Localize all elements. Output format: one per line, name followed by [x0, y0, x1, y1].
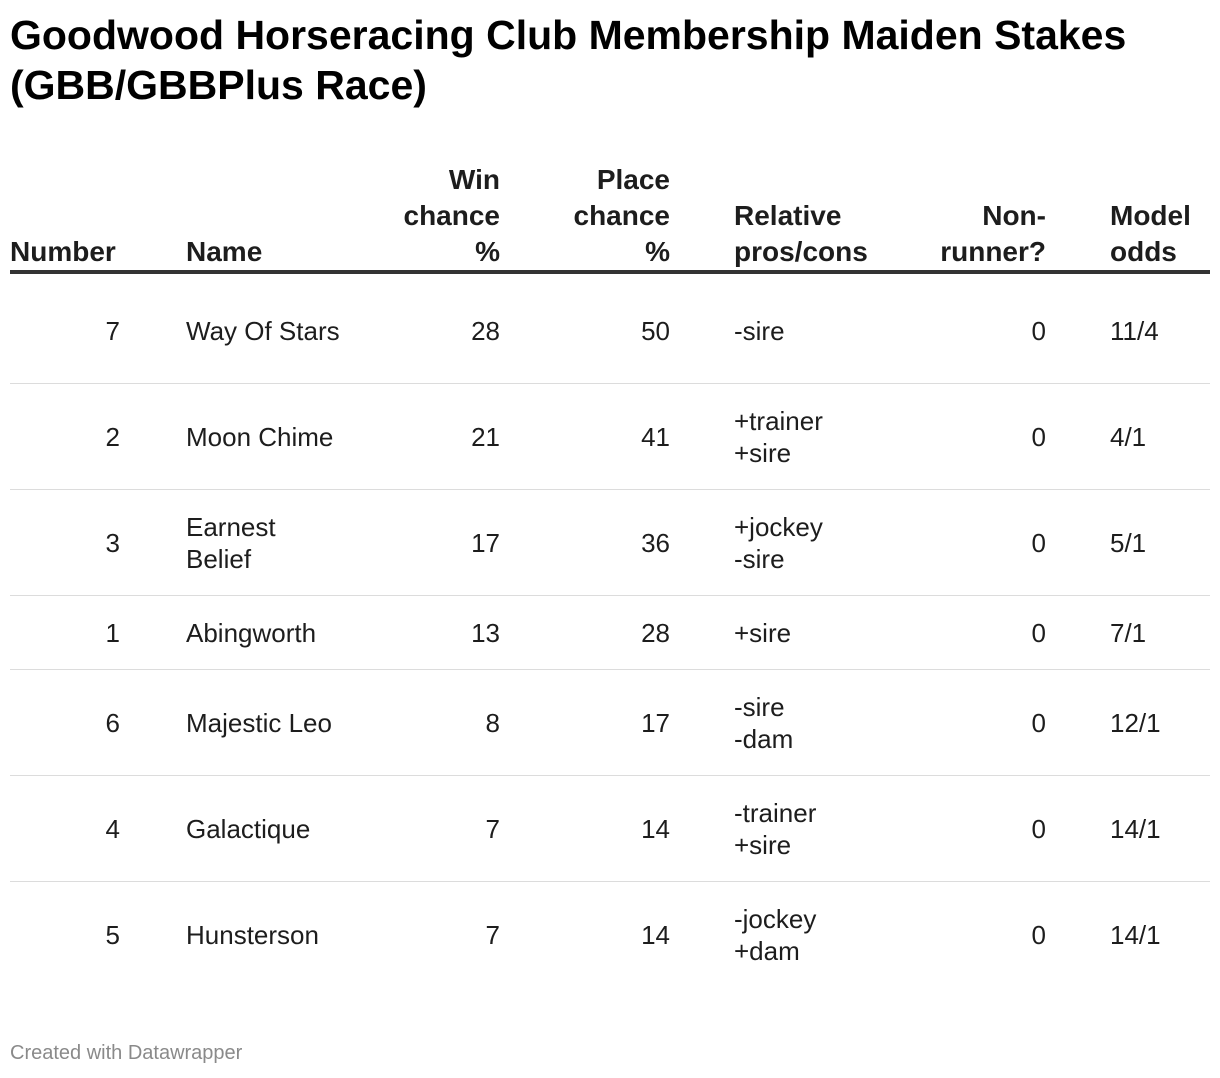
header-place-chance[interactable]: Place chance % — [573, 164, 671, 267]
chart-title: Goodwood Horseracing Club Membership Mai… — [10, 12, 1127, 108]
cell-relative: +jockey -sire — [734, 511, 823, 574]
cell-place-chance: 36 — [641, 527, 670, 558]
cell-non-runner: 0 — [1031, 813, 1046, 844]
cell-relative: -jockey +dam — [734, 903, 817, 966]
cell-non-runner: 0 — [1031, 617, 1046, 648]
cell-place-chance: 14 — [641, 813, 670, 844]
header-relative[interactable]: Relative pros/cons — [734, 200, 868, 267]
header-win-chance[interactable]: Win chance % — [403, 164, 501, 267]
cell-name: Abingworth — [186, 617, 317, 648]
table-row: 1 Abingworth 13 28 +sire 0 7/1 — [10, 596, 1210, 670]
cell-relative: -sire — [734, 315, 785, 346]
cell-non-runner: 0 — [1031, 707, 1046, 738]
cell-non-runner: 0 — [1031, 919, 1046, 950]
header-model-odds[interactable]: Model odds — [1110, 200, 1191, 267]
cell-win-chance: 7 — [485, 919, 500, 950]
cell-relative: +sire — [734, 617, 792, 648]
table-row: 5 Hunsterson 7 14 -jockey +dam 0 14/1 — [10, 882, 1210, 987]
cell-model-odds: 5/1 — [1110, 527, 1147, 558]
cell-name: Earnest Belief — [186, 511, 276, 574]
cell-place-chance: 17 — [641, 707, 670, 738]
header-name[interactable]: Name — [186, 236, 263, 267]
cell-win-chance: 8 — [485, 707, 500, 738]
table-row: 4 Galactique 7 14 -trainer +sire 0 14/1 — [10, 776, 1210, 882]
cell-name: Way Of Stars — [186, 315, 340, 346]
cell-number: 7 — [105, 315, 120, 346]
cell-model-odds: 4/1 — [1110, 421, 1147, 452]
cell-win-chance: 17 — [471, 527, 500, 558]
header-number[interactable]: Number — [10, 236, 116, 267]
cell-win-chance: 7 — [485, 813, 500, 844]
cell-model-odds: 14/1 — [1110, 813, 1161, 844]
cell-win-chance: 13 — [471, 617, 500, 648]
cell-non-runner: 0 — [1031, 527, 1046, 558]
cell-number: 4 — [105, 813, 120, 844]
cell-place-chance: 50 — [641, 315, 670, 346]
table-row: 3 Earnest Belief 17 36 +jockey -sire 0 5/1 — [10, 490, 1210, 596]
cell-relative: -sire -dam — [734, 691, 794, 754]
table-row: 6 Majestic Leo 8 17 -sire -dam 0 12/1 — [10, 670, 1210, 776]
cell-name: Galactique — [186, 813, 311, 844]
cell-non-runner: 0 — [1031, 421, 1046, 452]
cell-name: Majestic Leo — [186, 707, 332, 738]
cell-number: 2 — [105, 421, 120, 452]
cell-model-odds: 14/1 — [1110, 919, 1161, 950]
cell-number: 5 — [105, 919, 120, 950]
cell-place-chance: 28 — [641, 617, 670, 648]
cell-number: 1 — [105, 617, 120, 648]
table-row: 2 Moon Chime 21 41 +trainer +sire 0 4/1 — [10, 384, 1210, 490]
cell-number: 3 — [105, 527, 120, 558]
cell-relative: +trainer +sire — [734, 405, 823, 468]
cell-win-chance: 21 — [471, 421, 500, 452]
table-body: 7 Way Of Stars 28 50 -sire 0 11/4 2 Moon Chime 21… — [10, 278, 1210, 987]
cell-non-runner: 0 — [1031, 315, 1046, 346]
cell-place-chance: 14 — [641, 919, 670, 950]
cell-number: 6 — [105, 707, 120, 738]
cell-name: Moon Chime — [186, 421, 334, 452]
cell-model-odds: 11/4 — [1110, 315, 1159, 346]
cell-name: Hunsterson — [186, 919, 319, 950]
cell-model-odds: 12/1 — [1110, 707, 1161, 738]
cell-model-odds: 7/1 — [1110, 617, 1147, 648]
cell-relative: -trainer +sire — [734, 797, 817, 860]
cell-place-chance: 41 — [641, 421, 670, 452]
cell-win-chance: 28 — [471, 315, 500, 346]
race-table: Number Name Win chance % Place chance % … — [10, 164, 1210, 983]
table-header: Number Name Win chance % Place chance % … — [10, 164, 1210, 274]
header-non-runner[interactable]: Non- runner? — [940, 200, 1046, 267]
table-row: 7 Way Of Stars 28 50 -sire 0 11/4 — [10, 278, 1210, 384]
footer-credit: Created with Datawrapper — [10, 1042, 243, 1064]
